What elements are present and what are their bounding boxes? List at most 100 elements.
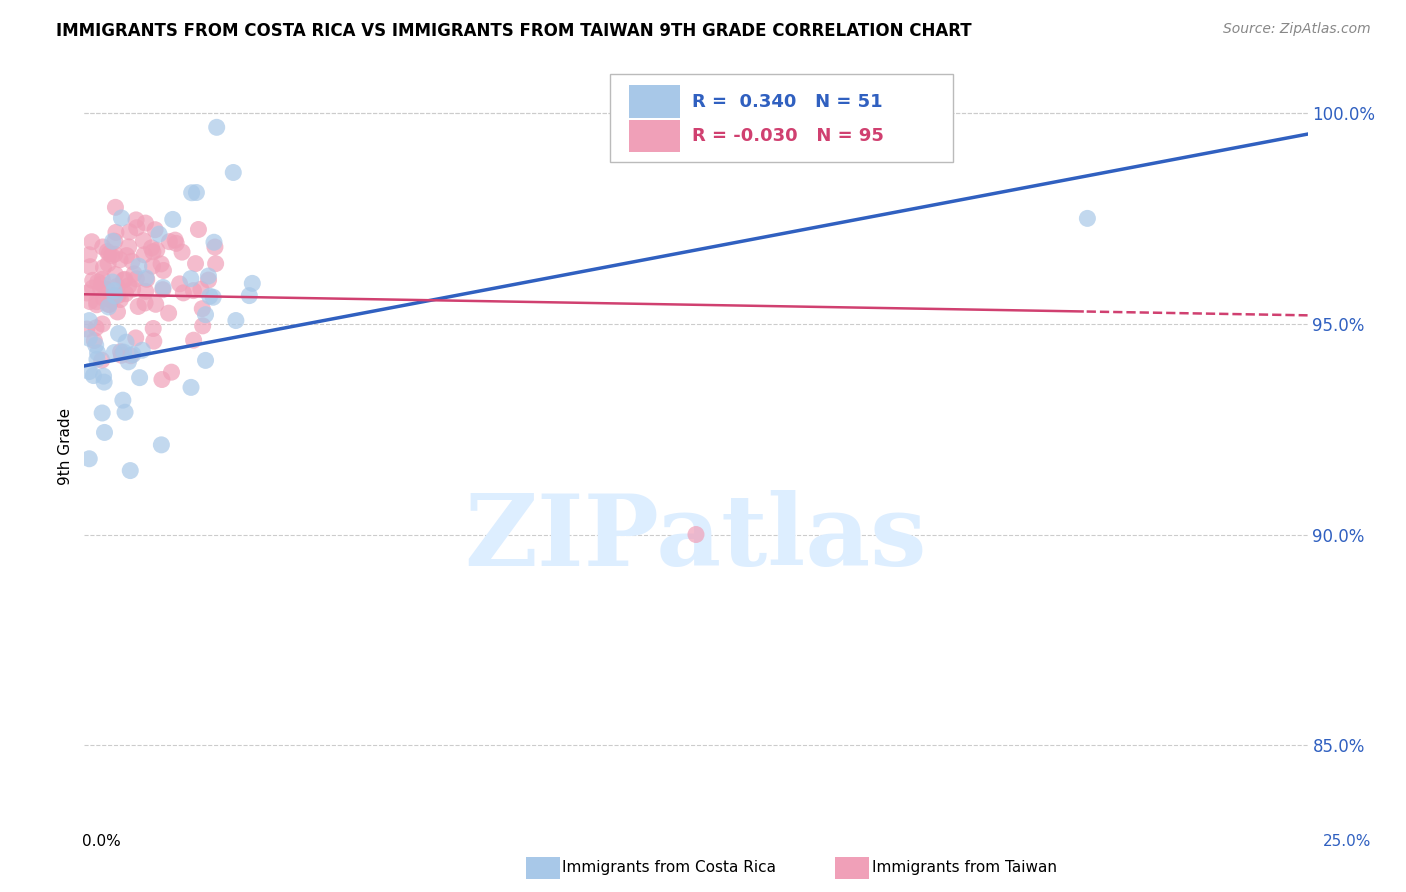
Point (104, 268, 127, 282)
Point (101, 275, 124, 289)
Point (114, 286, 136, 301)
Point (125, 331, 148, 345)
Point (108, 252, 131, 267)
Point (191, 301, 214, 316)
Point (86, 294, 108, 309)
Point (82, 281, 104, 295)
Point (103, 284, 125, 298)
Text: 0.0%: 0.0% (82, 834, 121, 848)
Point (91, 406, 114, 420)
FancyBboxPatch shape (628, 86, 681, 118)
Point (128, 259, 150, 273)
Point (76, 285, 98, 300)
Point (93, 291, 115, 305)
Point (197, 268, 219, 283)
Point (77, 331, 100, 345)
Point (143, 223, 166, 237)
Point (180, 271, 202, 285)
Point (145, 297, 167, 311)
Point (93, 369, 115, 384)
Point (77, 248, 100, 262)
Point (122, 267, 145, 281)
Point (93, 260, 115, 275)
Point (165, 233, 187, 247)
Point (107, 305, 129, 319)
Point (86, 275, 108, 289)
Point (86, 298, 108, 312)
Point (135, 285, 157, 299)
Point (240, 277, 263, 291)
Point (186, 186, 208, 200)
Text: 25.0%: 25.0% (1323, 834, 1371, 848)
Point (104, 247, 127, 261)
Point (107, 288, 129, 302)
Point (118, 240, 141, 254)
Point (132, 234, 155, 248)
Text: R = -0.030   N = 95: R = -0.030 N = 95 (692, 127, 884, 145)
Point (76, 322, 98, 336)
Point (152, 263, 174, 277)
Point (77, 451, 100, 466)
Point (82, 273, 104, 287)
Point (145, 243, 167, 257)
Point (165, 236, 187, 251)
Text: ZIPatlas: ZIPatlas (465, 490, 927, 587)
Point (148, 227, 170, 241)
Point (91, 272, 114, 286)
Point (103, 289, 125, 303)
Point (125, 272, 148, 286)
Point (110, 348, 132, 362)
Point (93, 425, 115, 440)
Point (134, 216, 156, 230)
Point (204, 257, 226, 271)
Point (187, 222, 209, 236)
Point (225, 313, 247, 327)
Point (97, 297, 120, 311)
Point (125, 220, 148, 235)
Point (104, 200, 127, 214)
Point (105, 279, 128, 293)
Point (90, 277, 112, 291)
Point (142, 321, 165, 335)
Point (104, 289, 127, 303)
Point (1076, 211, 1098, 226)
Point (160, 365, 183, 379)
Point (180, 186, 202, 200)
Point (79, 260, 101, 274)
Point (198, 289, 221, 303)
Point (115, 335, 138, 350)
Point (135, 271, 157, 285)
Point (80, 235, 103, 249)
Point (90, 353, 112, 368)
Point (98, 246, 121, 260)
Point (118, 278, 141, 293)
Point (98, 297, 121, 311)
Point (135, 272, 157, 286)
Point (77, 313, 100, 327)
Point (202, 235, 225, 250)
Point (90, 283, 112, 297)
Point (685, 527, 707, 541)
Point (84, 321, 107, 335)
Point (93, 375, 115, 389)
Point (115, 249, 138, 263)
Point (117, 355, 139, 369)
Text: Immigrants from Costa Rica: Immigrants from Costa Rica (562, 860, 776, 874)
Point (114, 272, 136, 286)
FancyBboxPatch shape (610, 74, 953, 162)
Point (120, 349, 142, 363)
Point (162, 212, 184, 227)
Point (134, 296, 156, 310)
Point (157, 235, 180, 249)
Point (122, 347, 145, 361)
Point (96, 283, 118, 297)
Point (191, 318, 214, 333)
Point (183, 333, 205, 347)
Point (150, 438, 173, 452)
Point (134, 248, 156, 262)
Point (152, 283, 174, 297)
Point (194, 353, 217, 368)
Point (107, 326, 129, 341)
Point (118, 225, 141, 239)
Text: IMMIGRANTS FROM COSTA RICA VS IMMIGRANTS FROM TAIWAN 9TH GRADE CORRELATION CHART: IMMIGRANTS FROM COSTA RICA VS IMMIGRANTS… (56, 22, 972, 40)
